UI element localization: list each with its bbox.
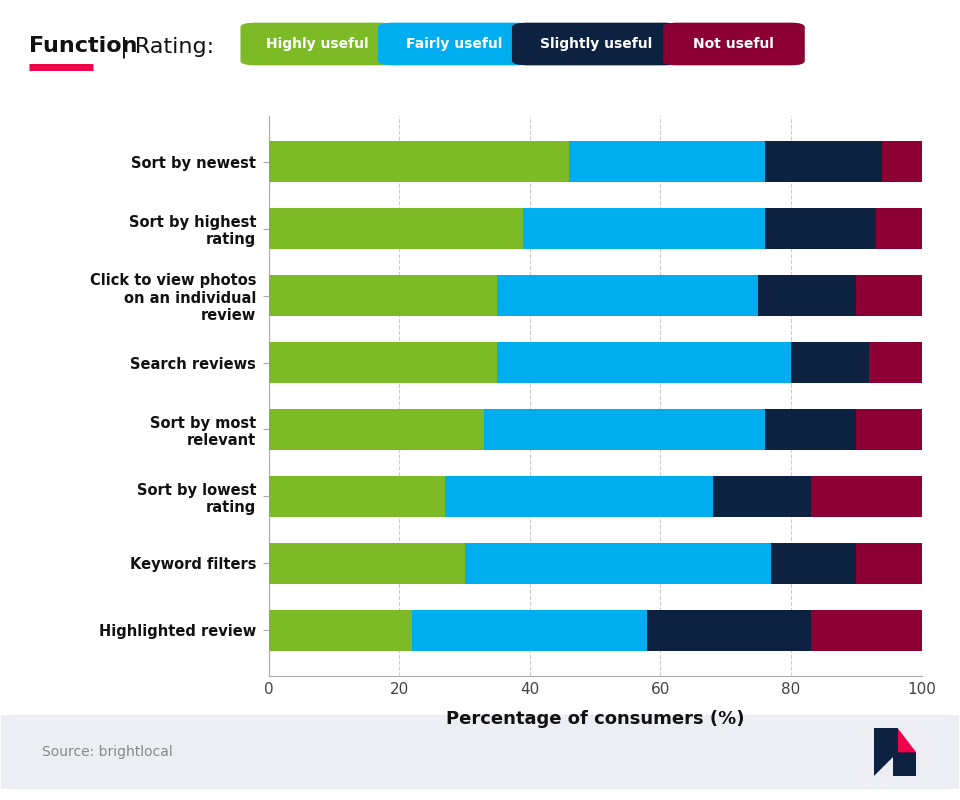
Bar — [269, 209, 523, 249]
Bar — [856, 275, 922, 316]
Text: Slightly useful: Slightly useful — [540, 37, 652, 51]
Bar — [810, 476, 922, 517]
Bar — [269, 275, 497, 316]
Bar — [269, 342, 497, 382]
Polygon shape — [898, 728, 916, 752]
Bar — [772, 543, 856, 583]
Bar — [569, 142, 765, 182]
Bar — [765, 209, 876, 249]
FancyBboxPatch shape — [378, 22, 530, 66]
Bar — [882, 142, 922, 182]
Bar — [523, 209, 765, 249]
Bar — [269, 610, 413, 650]
Bar — [712, 476, 810, 517]
Bar — [465, 543, 772, 583]
Bar — [269, 543, 465, 583]
Bar — [445, 476, 712, 517]
Text: Highly useful: Highly useful — [267, 37, 369, 51]
FancyBboxPatch shape — [512, 22, 680, 66]
Text: Fairly useful: Fairly useful — [406, 37, 502, 51]
Bar — [810, 610, 922, 650]
Bar — [269, 142, 569, 182]
Bar — [647, 610, 810, 650]
Bar — [765, 142, 882, 182]
Polygon shape — [874, 728, 898, 776]
Bar — [856, 543, 922, 583]
FancyBboxPatch shape — [240, 22, 396, 66]
Polygon shape — [893, 752, 916, 776]
Bar — [497, 342, 791, 382]
Bar — [791, 342, 870, 382]
Bar — [765, 410, 856, 450]
Bar — [269, 476, 445, 517]
FancyBboxPatch shape — [1, 714, 959, 790]
Bar — [269, 410, 484, 450]
Bar — [876, 209, 922, 249]
X-axis label: Percentage of consumers (%): Percentage of consumers (%) — [446, 710, 744, 729]
Bar — [413, 610, 647, 650]
FancyBboxPatch shape — [663, 22, 804, 66]
Bar — [870, 342, 922, 382]
Bar — [758, 275, 856, 316]
Bar — [497, 275, 758, 316]
Bar — [856, 410, 922, 450]
Text: Function: Function — [29, 36, 137, 56]
Text: Not useful: Not useful — [693, 37, 775, 51]
Text: | Rating:: | Rating: — [113, 36, 214, 58]
Bar — [484, 410, 765, 450]
Text: Source: brightlocal: Source: brightlocal — [42, 745, 173, 759]
